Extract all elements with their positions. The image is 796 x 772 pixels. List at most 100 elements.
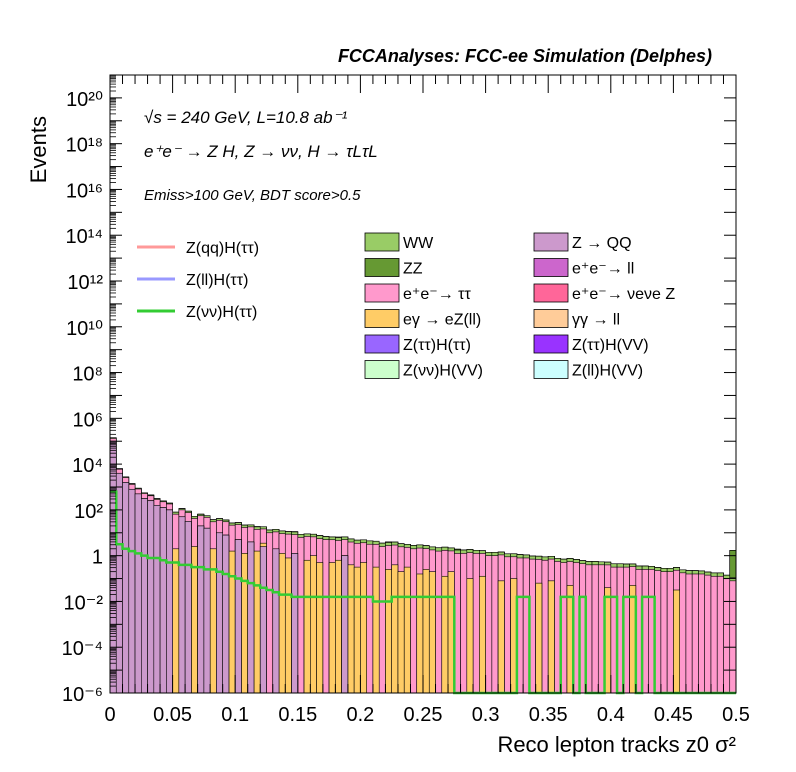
legend-box-swatch (533, 283, 569, 303)
hist-bar (441, 575, 449, 694)
y-axis-label: Events (26, 116, 51, 183)
y-tick-label: 10⁻² (64, 592, 104, 614)
x-tick-label: 0.05 (153, 704, 192, 726)
hist-bar (591, 564, 599, 694)
hist-bar (203, 527, 211, 694)
x-tick-label: 0.15 (278, 704, 317, 726)
y-tick-label: 10⁻⁴ (62, 638, 103, 660)
legend-box-swatch (364, 258, 400, 277)
hist-bar (272, 548, 280, 694)
hist-bar (460, 553, 468, 694)
legend-box-swatch (533, 258, 569, 277)
hist-bar (698, 573, 706, 694)
x-tick-label: 0.5 (722, 704, 750, 726)
legend-box-swatch (533, 309, 569, 328)
hist-bar (172, 548, 180, 694)
legend-background-label: Z(ττ)H(VV) (572, 337, 649, 354)
y-tick-label: 10¹⁰ (66, 318, 103, 340)
legend-background-label: eγ → eZ(ll) (403, 312, 481, 329)
hist-bar (341, 555, 349, 694)
hist-bar (141, 498, 148, 694)
legend-box-swatch (364, 334, 400, 354)
legend-box-swatch (364, 232, 400, 252)
hist-bar (266, 532, 274, 694)
hist-bar (234, 539, 242, 694)
hist-bar (278, 553, 286, 694)
hist-bar (335, 559, 342, 694)
legend-background-label: ZZ (403, 261, 423, 278)
hist-bar (385, 569, 393, 694)
hist-bar (197, 525, 205, 694)
hist-bar (535, 582, 543, 694)
x-tick-label: 0.1 (221, 704, 249, 726)
hist-bar (479, 575, 486, 694)
hist-bar (435, 550, 443, 694)
hist-bar (547, 580, 555, 694)
x-tick-label: 0.4 (597, 704, 625, 726)
hist-bar (353, 566, 361, 694)
hist-bar (128, 488, 136, 694)
legend-background-label: e⁺e⁻→ ll (572, 261, 634, 278)
hist-bar (485, 555, 493, 694)
hist-bar (291, 553, 299, 694)
legend-background-label: Z(ll)H(VV) (572, 363, 643, 380)
hist-bar (723, 578, 731, 694)
hist-bar (216, 532, 223, 694)
y-tick-label: 10⁸ (72, 364, 103, 386)
y-tick-label: 10²⁰ (66, 89, 103, 111)
legend-box-swatch (364, 309, 400, 328)
hist-bar (316, 562, 324, 694)
x-tick-label: 0.45 (654, 704, 693, 726)
legend-backgrounds: WW ZZ e⁺e⁻→ ττ eγ → eZ(ll) Z(ττ)H(ττ) Z(νν)H(… (364, 232, 675, 380)
hist-bar (729, 580, 737, 694)
hist-bar (241, 553, 249, 694)
hist-bar (328, 562, 336, 694)
annotation-selection: Emiss>100 GeV, BDT score>0.5 (144, 187, 361, 204)
hist-bar (466, 578, 474, 694)
hist-bar (109, 440, 117, 694)
hist-bar (360, 562, 367, 694)
hist-bar (673, 589, 680, 694)
hist-bar (710, 575, 718, 694)
x-tick-label: 0.3 (472, 704, 500, 726)
y-tick-label: 10¹⁸ (66, 135, 103, 157)
y-axis-ticks: 10⁻⁶ 10⁻⁴ 10⁻² 1 10² 10⁴ 10⁶ 10⁸ 10¹⁰ 10¹² 10¹⁴ 10¹… (62, 74, 736, 706)
y-tick-label: 10¹⁶ (66, 180, 103, 202)
hist-bar (410, 548, 418, 694)
legend-box-swatch (364, 283, 400, 303)
annotation-process: e⁺e⁻ → Z H, Z → νν, H → τLτL (144, 142, 378, 161)
legend-box-swatch (364, 360, 400, 379)
y-tick-label: 10⁶ (73, 409, 103, 431)
hist-bar (472, 553, 480, 694)
hist-bar (497, 580, 505, 694)
legend-signals: Z(qq)H(ττ) Z(ll)H(ττ) Z(νν)H(ττ) (137, 240, 259, 321)
hist-bar (147, 500, 155, 694)
hist-bar (704, 574, 712, 694)
x-tick-label: 0.35 (529, 704, 568, 726)
hist-bar (428, 571, 436, 694)
hist-bar (685, 573, 693, 694)
hist-bar (228, 550, 236, 694)
hist-bar (541, 559, 549, 694)
hist-bar (416, 573, 424, 694)
hist-bar (297, 537, 305, 694)
y-tick-label: 10² (74, 501, 103, 523)
hist-bar (397, 571, 405, 694)
hist-bar (191, 546, 198, 694)
hist-bar (284, 557, 292, 694)
hist-bar (422, 569, 430, 694)
hist-bar (347, 564, 355, 694)
hist-bar (184, 521, 192, 694)
hist-bar (691, 573, 699, 694)
header-title: FCCAnalyses: FCC-ee Simulation (Delphes) (338, 46, 712, 66)
legend-box-swatch (533, 334, 569, 354)
y-tick-label: 10¹² (67, 272, 103, 294)
hist-bar (403, 566, 411, 694)
x-tick-label: 0.2 (346, 704, 374, 726)
legend-background-label: e⁺e⁻→ νeνe Z (572, 286, 675, 303)
x-tick-label: 0.25 (404, 704, 443, 726)
legend-background-label: e⁺e⁻→ ττ (403, 286, 471, 303)
hist-bar (247, 541, 255, 694)
hist-bar (166, 509, 173, 694)
legend-background-label: WW (403, 235, 434, 252)
